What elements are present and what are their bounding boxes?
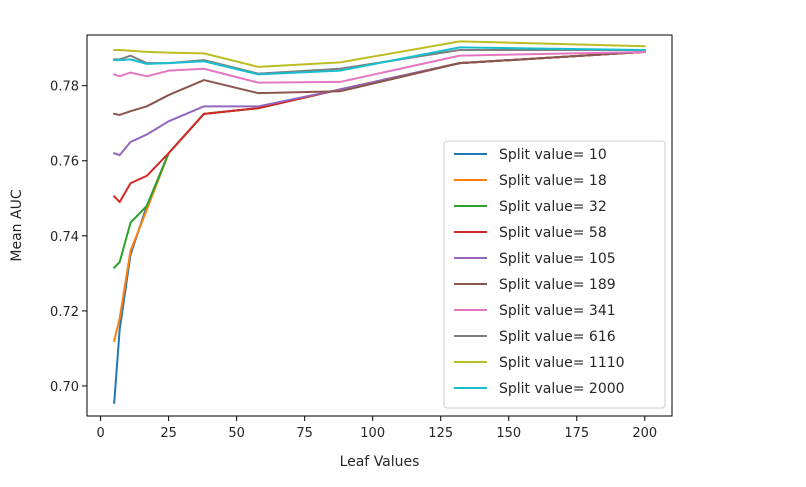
plot-frame [86, 34, 673, 417]
series-line-8 [113, 40, 646, 68]
x-tick-label: 125 [428, 426, 453, 441]
x-axis-label: Leaf Values [340, 454, 420, 470]
x-tick-label: 25 [160, 426, 177, 441]
series-line-9 [113, 46, 646, 76]
series-line-5 [113, 50, 646, 116]
y-tick-label: 0.78 [50, 80, 79, 95]
x-tick-label: 200 [632, 426, 657, 441]
legend: Split value= 10 Split value= 18 Split valu… [443, 140, 666, 409]
legend-entry: Split value= 189 [499, 277, 616, 293]
y-axis: 0.70 0.72 0.74 0.76 0.78 [50, 80, 87, 395]
x-tick-label: 0 [96, 426, 104, 441]
x-axis: 0 25 50 75 100 125 150 175 200 [96, 416, 657, 441]
legend-entry: Split value= 105 [499, 251, 616, 267]
x-tick-label: 100 [360, 426, 385, 441]
legend-entry: Split value= 1110 [499, 355, 625, 371]
y-tick-label: 0.76 [50, 155, 79, 170]
legend-box [443, 140, 666, 409]
legend-entry: Split value= 10 [499, 147, 607, 163]
x-tick-label: 150 [496, 426, 521, 441]
legend-entry: Split value= 32 [499, 199, 607, 215]
legend-entry: Split value= 341 [499, 303, 616, 319]
y-tick-label: 0.72 [50, 305, 79, 320]
legend-entry: Split value= 2000 [499, 381, 625, 397]
series-layer [112, 40, 646, 404]
x-tick-label: 75 [296, 426, 313, 441]
series-line-6 [112, 50, 646, 84]
y-axis-label: Mean AUC [9, 189, 25, 261]
legend-entry: Split value= 58 [499, 225, 607, 241]
legend-entry: Split value= 18 [499, 173, 607, 189]
y-tick-label: 0.70 [50, 380, 79, 395]
x-tick-label: 175 [564, 426, 589, 441]
series-line-4 [112, 50, 646, 157]
y-tick-label: 0.74 [50, 230, 79, 245]
legend-entry: Split value= 616 [499, 329, 616, 345]
x-tick-label: 50 [228, 426, 245, 441]
